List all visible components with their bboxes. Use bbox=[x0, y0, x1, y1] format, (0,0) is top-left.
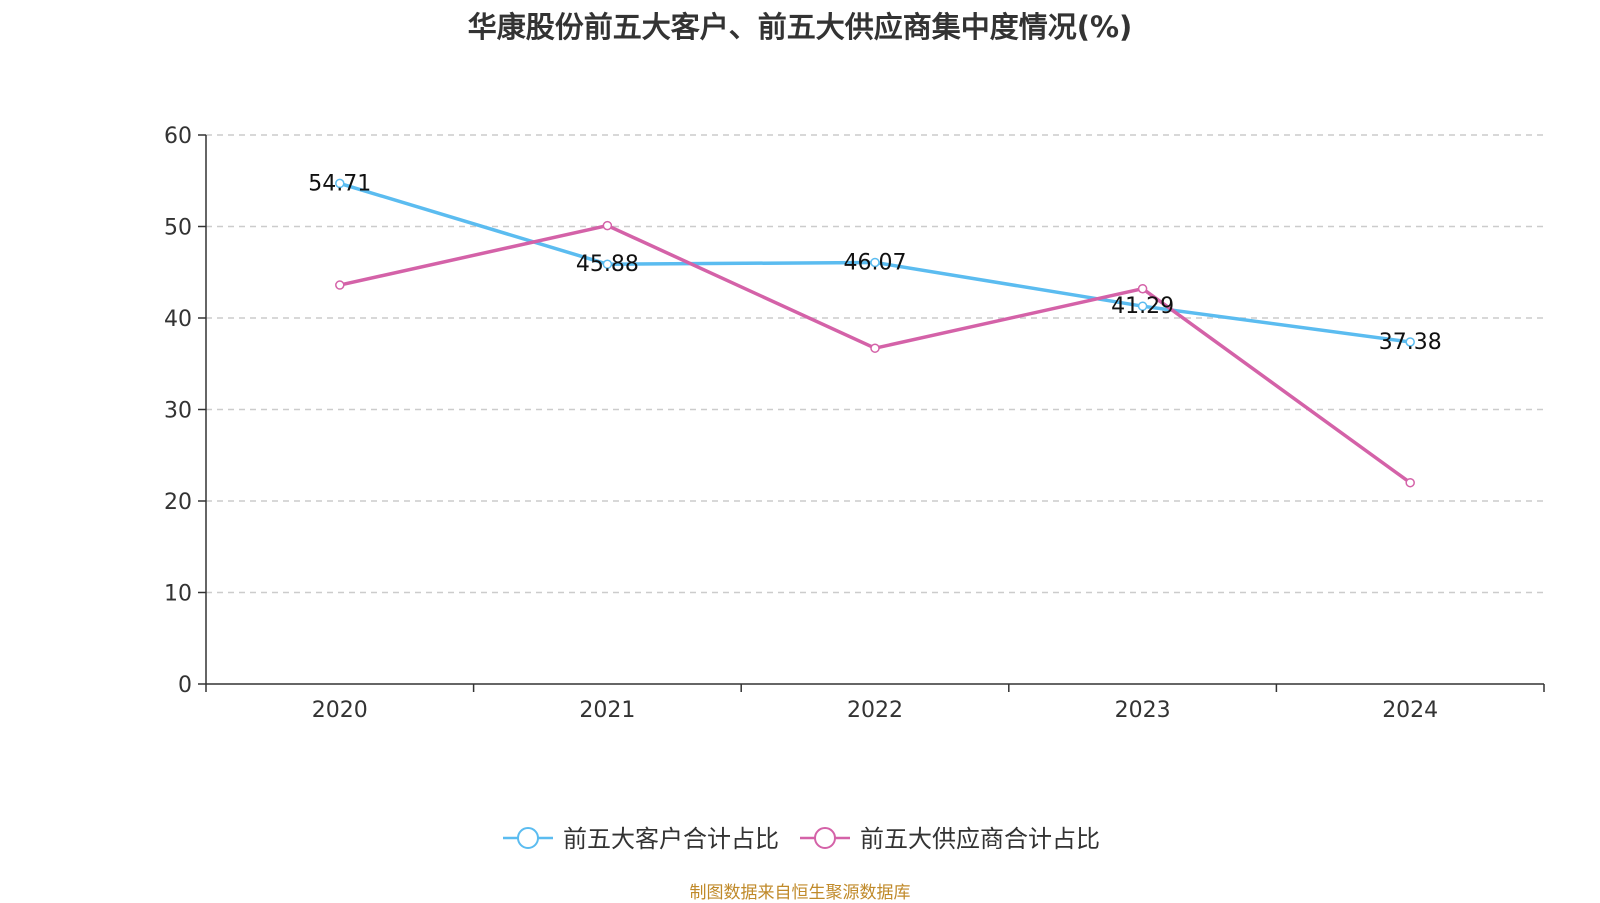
legend-swatch-marker bbox=[814, 827, 836, 849]
y-tick-label: 40 bbox=[164, 307, 192, 332]
data-point bbox=[335, 178, 345, 189]
y-tick-label: 0 bbox=[178, 673, 192, 698]
data-label: 37.38 bbox=[1379, 330, 1442, 355]
data-point bbox=[602, 259, 613, 269]
data-labels: 54.71 45.88 46.07 41.29 37.38 bbox=[308, 171, 1441, 355]
series bbox=[335, 178, 1415, 488]
data-point bbox=[602, 220, 613, 231]
legend-item-2: 前五大供应商合计占比 bbox=[800, 825, 1100, 853]
x-tick-label: 2024 bbox=[1382, 698, 1438, 723]
chart-title: 华康股份前五大客户、前五大供应商集中度情况(%) bbox=[467, 10, 1133, 44]
data-point bbox=[1137, 301, 1148, 311]
source-note: 制图数据来自恒生聚源数据库 bbox=[689, 883, 911, 903]
grid-lines bbox=[206, 134, 1544, 594]
legend-item-1: 前五大客户合计占比 bbox=[503, 825, 779, 853]
legend-swatch-marker bbox=[517, 827, 539, 849]
data-point bbox=[870, 343, 880, 353]
x-tick-label: 2021 bbox=[579, 698, 635, 723]
data-label: 45.88 bbox=[576, 252, 639, 277]
legend-label: 前五大客户合计占比 bbox=[563, 825, 779, 853]
y-tick-label: 30 bbox=[164, 399, 192, 424]
y-tick-label: 60 bbox=[164, 124, 192, 149]
x-tick-label: 2023 bbox=[1115, 698, 1171, 723]
data-label: 46.07 bbox=[844, 250, 907, 275]
data-label: 54.71 bbox=[308, 171, 371, 196]
data-label: 41.29 bbox=[1111, 294, 1174, 319]
data-point bbox=[1405, 337, 1415, 347]
data-point bbox=[1137, 283, 1148, 294]
data-point bbox=[1405, 477, 1415, 488]
legend-label: 前五大供应商合计占比 bbox=[860, 825, 1100, 853]
legend: 前五大客户合计占比 前五大供应商合计占比 bbox=[503, 825, 1100, 853]
x-tick-label: 2020 bbox=[312, 698, 368, 723]
y-tick-label: 50 bbox=[164, 216, 192, 241]
y-tick-label: 10 bbox=[164, 582, 192, 607]
data-point bbox=[335, 280, 345, 290]
axes: 0 10 20 30 40 50 60 2020 2021 2022 2023 2024 bbox=[164, 124, 1545, 723]
y-tick-label: 20 bbox=[164, 490, 192, 515]
data-point bbox=[870, 257, 880, 268]
x-tick-label: 2022 bbox=[847, 698, 903, 723]
